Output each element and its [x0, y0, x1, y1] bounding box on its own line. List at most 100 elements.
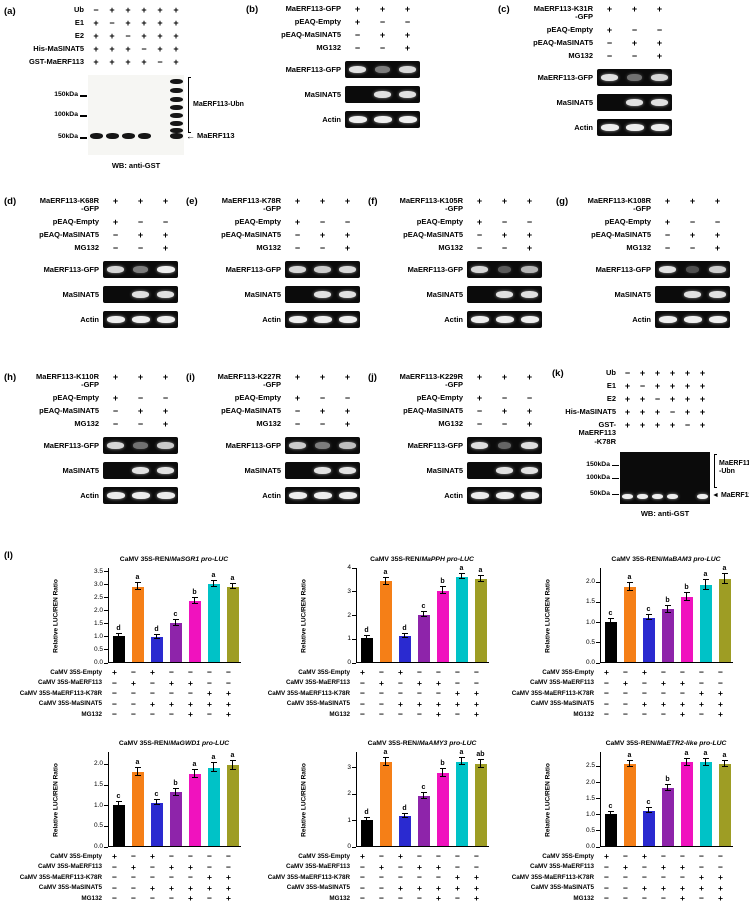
sign: + [718, 688, 723, 699]
sign: − [112, 893, 117, 904]
error-bar-line [232, 583, 234, 590]
matrix-row: His-MaSINAT5 + + + − + + [562, 407, 749, 417]
sign: + [436, 698, 441, 709]
protein-band [627, 73, 642, 81]
y-tick-mark [596, 814, 600, 816]
sign: − [623, 882, 628, 893]
sign: + [476, 372, 483, 382]
condition-row: CaMV 35S-MaERF113 − + − + + − − [12, 678, 243, 689]
arrow-row: ◄MaERF113 [712, 492, 749, 499]
sign: − [455, 861, 460, 872]
error-bar-cap [458, 763, 465, 765]
sign: + [623, 861, 628, 872]
chart-title-prefix: CaMV 35S-REN/ [119, 556, 172, 563]
bar [604, 621, 617, 662]
bar [112, 804, 125, 846]
blot-image [345, 111, 420, 128]
protein-band [650, 98, 669, 106]
sign: + [319, 196, 326, 206]
blot-row: Actin [381, 310, 542, 328]
sign: − [639, 381, 646, 391]
sign: + [661, 882, 666, 893]
chart-magwd1: CaMV 35S-REN/MaGWD1 pro-LUC Relative LUC/… [10, 740, 243, 908]
sign: + [526, 242, 533, 253]
reagent-label: MG132 [74, 242, 99, 252]
condition-row: CaMV 35S-MaSINAT5 − − + + + + + [504, 699, 735, 710]
error-bar-cap [210, 762, 217, 764]
matrix-row: MG132 − − + [17, 242, 178, 253]
error-bar-cap [172, 624, 179, 626]
sign: − [455, 851, 460, 862]
sign-matrix: MaERF113-K31R -GFP + + + pEAQ-Empty + − − pEAQ-M… [511, 4, 672, 61]
sign: + [226, 688, 231, 699]
matrix-row: MaERF113-K108R -GFP + + + [569, 196, 730, 214]
y-tick-mark [596, 846, 600, 848]
sign: − [501, 242, 508, 253]
sign: + [188, 709, 193, 720]
sign: + [188, 861, 193, 872]
sign: + [112, 196, 119, 206]
sign: + [93, 18, 99, 28]
sign: + [474, 893, 479, 904]
sign: + [162, 418, 169, 429]
protein-band [375, 66, 390, 73]
bar [379, 761, 392, 846]
sign: + [476, 216, 483, 227]
matrix-row: pEAQ-Empty + − − [569, 217, 730, 227]
sign: + [173, 18, 179, 28]
sign: − [344, 392, 351, 403]
sign: + [699, 698, 704, 709]
sign: − [112, 229, 119, 240]
sign: + [404, 43, 411, 53]
error-bar-line [194, 597, 196, 604]
y-tick-mark [596, 642, 600, 644]
error-bar-cap [607, 623, 614, 624]
panel-tag: (b) [246, 4, 259, 15]
condition-row: CaMV 35S-Empty + − + − − − − [504, 667, 735, 678]
sign: + [150, 851, 155, 862]
error-bar-cap [134, 774, 141, 776]
sign: + [455, 882, 460, 893]
sign: + [684, 394, 691, 404]
bar [226, 765, 239, 846]
sign: − [379, 698, 384, 709]
error-bar-line [686, 593, 688, 602]
y-axis-label: Relative LUC/REN Ratio [300, 763, 308, 837]
y-tick-mark [352, 846, 356, 848]
blot-image [103, 310, 178, 328]
panel-content: MaERF113-K110R -GFP + + + pEAQ-Empty + − − pEAQ-… [17, 372, 178, 504]
error-bar-line [461, 758, 463, 765]
sign: − [604, 861, 609, 872]
ubiquitin-ladder-band [169, 88, 183, 93]
sign: + [137, 196, 144, 206]
sign: + [455, 698, 460, 709]
sign: + [344, 372, 351, 382]
y-tick-mark [104, 584, 108, 586]
sign-matrix: MaERF113-K68R -GFP + + + pEAQ-Empty + − − pEAQ-M… [17, 196, 178, 253]
sign: − [699, 709, 704, 720]
chart-title-prefix: CaMV 35S-REN/ [370, 556, 422, 563]
condition-matrix: CaMV 35S-Empty + − + − − − − CaMV 35S-MaERF113− +… [260, 851, 491, 904]
error-bar-line [118, 802, 120, 808]
protein-band [470, 265, 489, 273]
error-bar-cap [702, 579, 709, 581]
sign: + [112, 851, 117, 862]
protein-band [497, 441, 512, 449]
protein-band [520, 441, 539, 449]
blot-label: Actin [574, 122, 593, 132]
error-bar-cap [702, 758, 709, 760]
error-bar-cap [382, 576, 389, 578]
y-tick-mark [596, 830, 600, 832]
y-tick-label: 0.0 [93, 659, 103, 666]
y-tick-label: 1 [347, 816, 351, 824]
error-bar-cap [153, 634, 160, 636]
sign: + [162, 372, 169, 382]
sign: − [131, 851, 136, 862]
blot-image [103, 260, 178, 278]
sign: − [360, 872, 365, 883]
y-tick-label: 0.5 [585, 826, 595, 834]
blot-row: MaSINAT5 [17, 285, 178, 303]
condition-label: CaMV 35S-MaERF113-K78R [267, 873, 350, 881]
bar [699, 585, 712, 662]
reagent-label: GST-MaERF113 -K78R [578, 420, 616, 446]
